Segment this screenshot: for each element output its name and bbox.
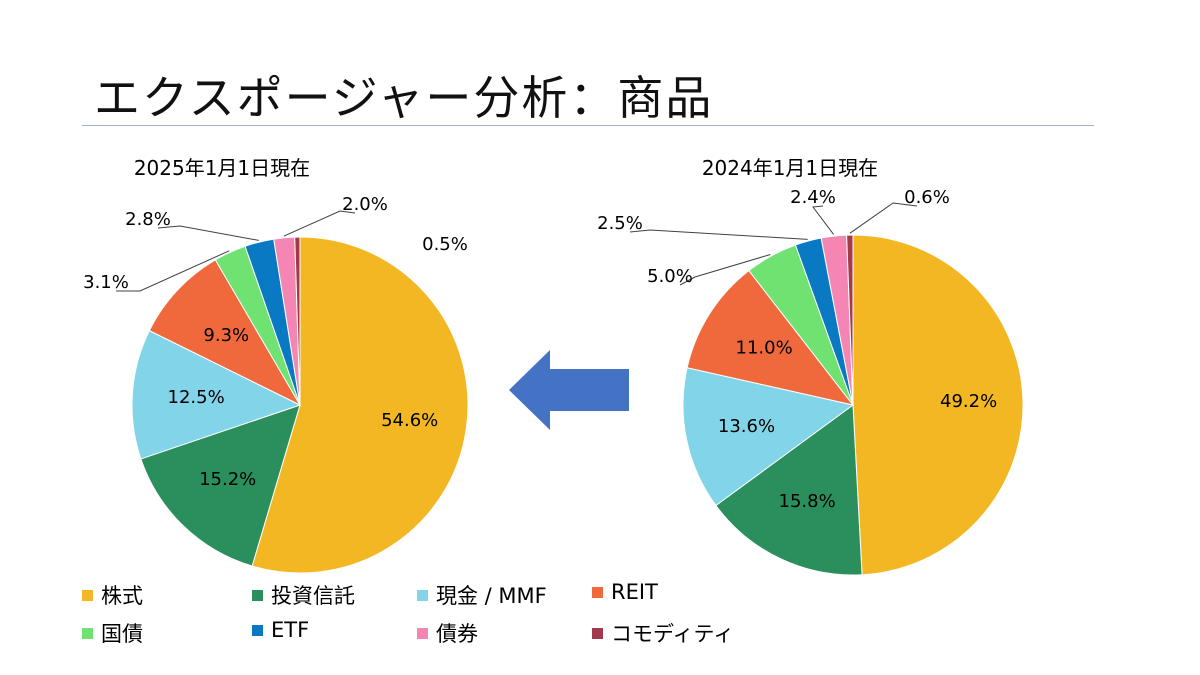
pie-2024-leader-6 bbox=[812, 205, 834, 235]
pie-2025-label-3: 9.3% bbox=[203, 325, 249, 346]
pie-2025-label-6: 2.0% bbox=[342, 194, 388, 215]
legend-item: ETF bbox=[252, 618, 309, 642]
legend-swatch bbox=[252, 589, 263, 601]
legend: 株式 投資信託 現金 / MMF REIT 国債 ETF 債券 コモディティ bbox=[82, 580, 782, 650]
pie-2024-label-7: 0.6% bbox=[904, 187, 950, 208]
pie-2024-label-4: 5.0% bbox=[647, 266, 693, 287]
pie-2025-leader-6 bbox=[283, 210, 356, 237]
pie-2024-slice-3 bbox=[686, 269, 855, 406]
pie-2025-label-7: 0.5% bbox=[422, 234, 468, 255]
pie-chart-2025: 54.6% 15.2% 12.5% 9.3% 3.1% 2.8% 2.0% 0.5% bbox=[83, 194, 469, 574]
pie-2025-slice-2 bbox=[131, 329, 302, 460]
pie-2024-slice-2 bbox=[682, 367, 855, 507]
legend-label: 国債 bbox=[101, 622, 143, 646]
legend-swatch bbox=[252, 624, 263, 636]
pie-2025-label-4: 3.1% bbox=[83, 272, 129, 293]
title-divider bbox=[82, 125, 1094, 126]
legend-item: 投資信託 bbox=[252, 580, 355, 610]
legend-label: 株式 bbox=[101, 584, 143, 608]
chart-2024-title: 2024年1月1日現在 bbox=[702, 156, 878, 180]
pie-2024-label-6: 2.4% bbox=[790, 187, 836, 208]
legend-swatch bbox=[592, 627, 603, 639]
legend-label: 債券 bbox=[436, 622, 478, 646]
pie-2025-label-0: 54.6% bbox=[381, 410, 438, 431]
pie-2024-label-1: 15.8% bbox=[779, 491, 836, 512]
legend-item: 国債 bbox=[82, 618, 143, 648]
legend-label: 投資信託 bbox=[271, 584, 355, 608]
pie-2025-slice-1 bbox=[140, 404, 301, 567]
chart-2025-title: 2025年1月1日現在 bbox=[134, 156, 310, 180]
legend-swatch bbox=[82, 589, 93, 601]
pie-2024-label-0: 49.2% bbox=[940, 391, 997, 412]
legend-label: 現金 / MMF bbox=[436, 584, 547, 608]
pie-chart-2024: 49.2% 15.8% 13.6% 11.0% 5.0% 2.5% 2.4% 0.6% bbox=[597, 187, 1024, 576]
pie-2024-slice-7 bbox=[846, 234, 854, 406]
legend-item: コモディティ bbox=[592, 618, 734, 648]
pie-2025-leader-4 bbox=[116, 250, 230, 292]
legend-swatch bbox=[82, 627, 93, 639]
legend-swatch bbox=[417, 627, 428, 639]
pie-2024-label-3: 11.0% bbox=[736, 337, 793, 358]
pie-2024-label-2: 13.6% bbox=[718, 416, 775, 437]
legend-item: 債券 bbox=[417, 618, 478, 648]
legend-item: REIT bbox=[592, 580, 658, 604]
pie-2025-slice-0 bbox=[251, 236, 469, 574]
pie-2024-slice-0 bbox=[852, 234, 1024, 576]
pie-2024-slice-1 bbox=[715, 404, 863, 576]
legend-label: コモディティ bbox=[611, 622, 735, 646]
legend-item: 現金 / MMF bbox=[417, 580, 547, 610]
page-title: エクスポージャー分析：商品 bbox=[94, 71, 714, 125]
pie-2025-label-1: 15.2% bbox=[199, 469, 256, 490]
pie-2024-leader-4 bbox=[679, 254, 771, 286]
legend-label: REIT bbox=[611, 580, 658, 604]
pie-2024-leader-5 bbox=[629, 229, 808, 240]
pie-2024-leader-7 bbox=[849, 202, 918, 234]
pie-2024-label-5: 2.5% bbox=[597, 213, 643, 234]
pie-2025-leader-5 bbox=[157, 225, 259, 241]
legend-swatch bbox=[417, 589, 428, 601]
legend-swatch bbox=[592, 586, 603, 598]
pie-2025-label-5: 2.8% bbox=[125, 209, 171, 230]
pie-2025-slice-7 bbox=[294, 236, 301, 406]
pie-2025-slice-3 bbox=[148, 259, 302, 407]
pie-2025-label-2: 12.5% bbox=[168, 387, 225, 408]
legend-label: ETF bbox=[271, 618, 310, 642]
legend-item: 株式 bbox=[82, 580, 143, 610]
left-arrow-icon bbox=[509, 350, 629, 430]
